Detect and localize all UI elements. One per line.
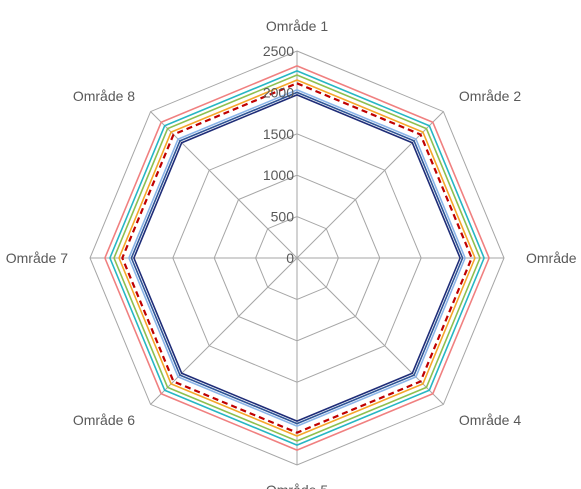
series-line-3 xyxy=(113,74,481,442)
tick-label-2500: 2500 xyxy=(263,43,294,59)
category-label-5: Område 5 xyxy=(266,482,328,489)
grid-layer xyxy=(89,50,505,466)
tick-label-1500: 1500 xyxy=(263,126,294,142)
category-label-3: Område 3 xyxy=(526,250,581,266)
tick-label-2000: 2000 xyxy=(263,84,294,100)
category-label-4: Område 4 xyxy=(459,412,521,428)
tick-label-0: 0 xyxy=(286,250,294,266)
spoke-8 xyxy=(150,111,298,259)
category-label-6: Område 6 xyxy=(73,412,135,428)
category-label-8: Område 8 xyxy=(73,88,135,104)
series-line-8 xyxy=(133,94,461,422)
series-line-4 xyxy=(118,79,476,437)
series-layer xyxy=(104,65,490,451)
series-line-1 xyxy=(104,65,490,451)
series-line-5 xyxy=(121,82,473,434)
series-line-2 xyxy=(109,70,485,446)
category-label-7: Område 7 xyxy=(6,250,68,266)
category-label-1: Område 1 xyxy=(266,18,328,34)
spoke-4 xyxy=(296,257,444,405)
series-line-7 xyxy=(130,91,464,425)
label-layer: 0 500 1000 1500 2000 2500 Område 1 Område 2 Områ… xyxy=(6,18,581,489)
tick-label-1000: 1000 xyxy=(263,167,294,183)
tick-label-500: 500 xyxy=(271,209,295,225)
spoke-6 xyxy=(150,257,298,405)
spoke-2 xyxy=(296,111,444,259)
category-label-2: Område 2 xyxy=(459,88,521,104)
series-line-6 xyxy=(128,89,466,427)
